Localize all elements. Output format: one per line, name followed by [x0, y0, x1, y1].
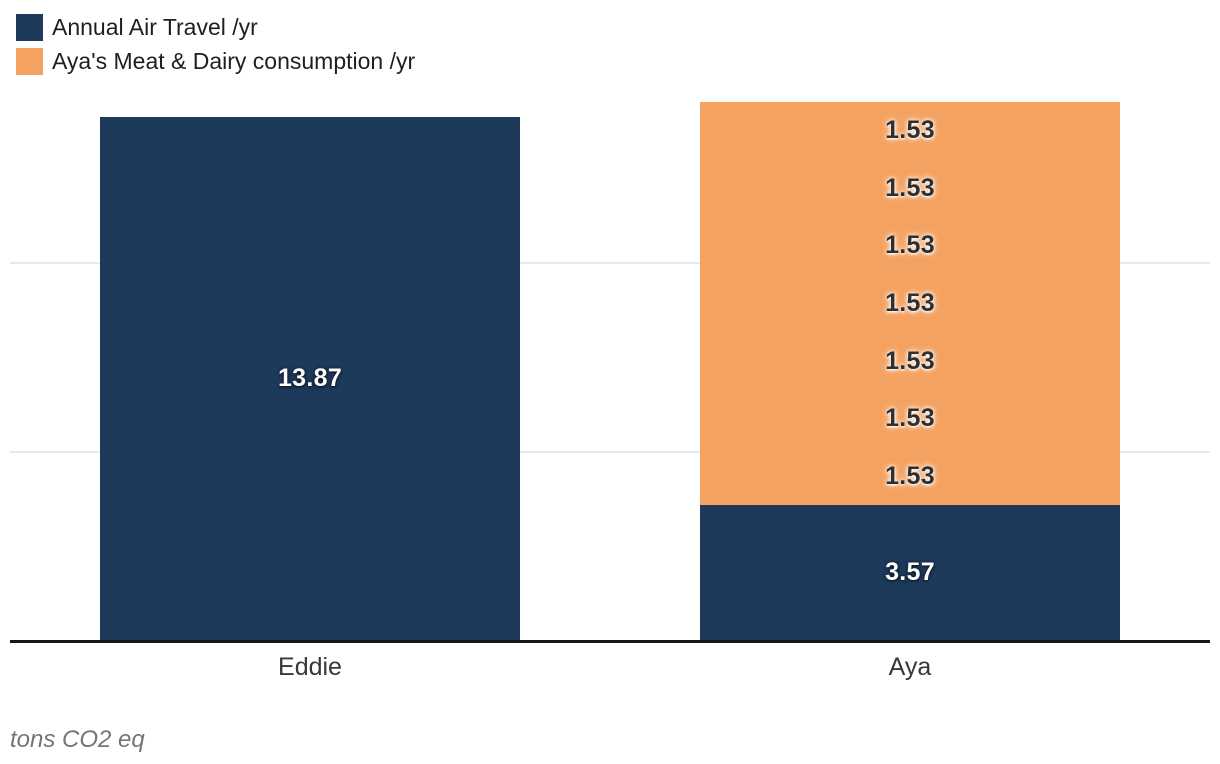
- bar-segment-meat-aya: 1.53: [700, 447, 1120, 506]
- bar-value-label: 1.53: [885, 346, 935, 375]
- bar-value-label: 13.87: [277, 364, 343, 393]
- bar-segment-air-aya: 3.57: [700, 505, 1120, 640]
- bar-segment-meat-aya: 1.53: [700, 159, 1120, 217]
- bar-value-label: 3.57: [885, 558, 935, 587]
- axis-unit-label: tons CO2 eq: [10, 726, 145, 753]
- legend-label-meat-dairy: Aya's Meat & Dairy consumption /yr: [52, 48, 416, 74]
- bar-value-label: 1.53: [885, 231, 935, 260]
- legend-swatch-meat-dairy: [16, 48, 43, 75]
- legend-swatch-air-travel: [16, 14, 43, 41]
- category-label-eddie: Eddie: [278, 653, 342, 681]
- bar-segment-air-eddie: 13.87: [100, 117, 520, 640]
- bar-value-label: 1.53: [885, 115, 935, 144]
- gridline: [10, 450, 1210, 453]
- bar-value-label: 1.53: [885, 404, 935, 433]
- bar-value-label: 1.53: [885, 289, 935, 317]
- legend-item-air-travel: Annual Air Travel /yr: [16, 14, 415, 41]
- legend-item-meat-dairy: Aya's Meat & Dairy consumption /yr: [16, 48, 415, 75]
- legend-label-air-travel: Annual Air Travel /yr: [52, 14, 258, 40]
- bar-segment-meat-aya: 1.53: [700, 390, 1120, 448]
- bar-segment-meat-aya: 1.53: [700, 332, 1120, 391]
- bar-value-label: 1.53: [885, 173, 935, 202]
- chart-legend: Annual Air Travel /yr Aya's Meat & Dairy…: [16, 14, 415, 75]
- bar-segment-meat-aya: 1.53: [700, 217, 1120, 275]
- gridline: [10, 262, 1210, 264]
- bar-segment-meat-aya: 1.53: [700, 101, 1120, 160]
- category-label-aya: Aya: [888, 653, 932, 681]
- bar-segment-meat-aya: 1.53: [700, 274, 1120, 333]
- bar-value-label: 1.53: [885, 462, 935, 491]
- x-axis-line: [10, 640, 1210, 643]
